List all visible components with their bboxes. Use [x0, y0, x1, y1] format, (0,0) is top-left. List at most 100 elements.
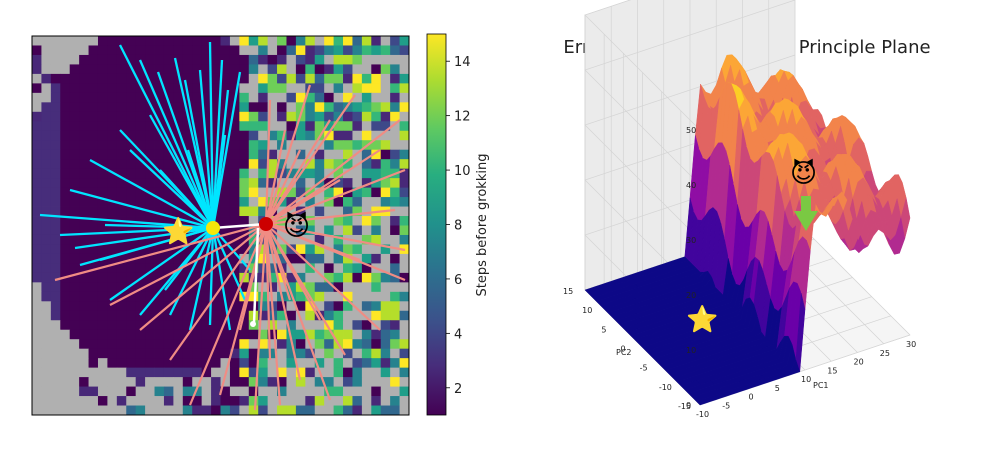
heatmap-cell — [324, 272, 335, 283]
heatmap-cell — [60, 168, 71, 179]
heatmap-cell — [154, 130, 165, 141]
heatmap-cell — [116, 253, 127, 264]
heatmap-cell — [277, 253, 287, 264]
heatmap-cell — [333, 197, 344, 207]
heatmap-cell — [314, 348, 325, 359]
heatmap-cell — [324, 377, 335, 387]
heatmap-cell — [97, 92, 108, 103]
heatmap-cell — [163, 348, 174, 359]
heatmap-cell — [107, 149, 118, 160]
heatmap-cell — [305, 159, 316, 170]
heatmap-cell — [286, 310, 297, 321]
heatmap-cell — [41, 45, 52, 56]
heatmap-cell — [154, 253, 165, 264]
heatmap-cell — [163, 45, 174, 56]
heatmap-cell — [182, 320, 193, 331]
heatmap-cell — [333, 301, 344, 312]
heatmap-cell — [220, 329, 231, 340]
heatmap-cell — [239, 320, 250, 331]
heatmap-cell — [107, 178, 118, 189]
heatmap-cell — [163, 263, 174, 274]
heatmap-cell — [305, 178, 316, 189]
heatmap-cell — [277, 111, 287, 122]
devil-marker: 😈 — [283, 211, 310, 242]
heatmap-cell — [69, 187, 80, 198]
heatmap-cell — [69, 396, 80, 406]
y-tick-label: -10 — [659, 383, 672, 392]
heatmap-cell — [41, 282, 52, 293]
heatmap-cell — [79, 263, 89, 274]
heatmap-cell — [163, 329, 174, 340]
heatmap-cell — [239, 206, 250, 217]
heatmap-cell — [41, 386, 52, 397]
heatmap-cell — [173, 54, 184, 65]
heatmap-cell — [163, 339, 174, 350]
heatmap-cell — [69, 140, 80, 151]
heatmap-cell — [60, 348, 71, 359]
heatmap-cell — [201, 102, 212, 113]
heatmap-cell — [192, 45, 203, 56]
heatmap-cell — [267, 405, 278, 416]
heatmap-cell — [343, 197, 353, 207]
heatmap-cell — [41, 64, 52, 75]
heatmap-cell — [211, 54, 221, 65]
heatmap-cell — [295, 234, 306, 245]
heatmap-cell — [145, 310, 155, 321]
heatmap-cell — [352, 272, 363, 283]
heatmap-cell — [88, 159, 99, 170]
heatmap-cell — [163, 216, 174, 226]
heatmap-cell — [126, 377, 137, 387]
devil-marker-3d: 😈 — [790, 158, 817, 189]
heatmap-cell — [333, 64, 344, 75]
heatmap-cell — [258, 102, 269, 113]
heatmap-cell — [154, 272, 165, 283]
heatmap-cell — [41, 234, 52, 245]
heatmap-cell — [154, 159, 165, 170]
heatmap-cell — [173, 367, 184, 378]
heatmap-cell — [390, 348, 400, 359]
heatmap-cell — [314, 405, 325, 416]
heatmap-cell — [79, 216, 89, 226]
heatmap-cell — [182, 301, 193, 312]
heatmap-cell — [333, 140, 344, 151]
heatmap-cell — [295, 405, 306, 416]
heatmap-cell — [79, 54, 89, 65]
heatmap-cell — [41, 291, 52, 302]
heatmap-cell — [50, 329, 61, 340]
heatmap-cell — [41, 405, 52, 416]
heatmap-cell — [333, 168, 344, 179]
heatmap-cell — [50, 367, 61, 378]
heatmap-cell — [32, 348, 42, 359]
heatmap-cell — [258, 54, 269, 65]
star-marker: ⭐ — [162, 216, 194, 247]
heatmap-cell — [390, 367, 400, 378]
heatmap-cell — [163, 54, 174, 65]
heatmap-cell — [371, 253, 382, 264]
heatmap-cell — [361, 244, 372, 255]
heatmap-cell — [79, 339, 89, 350]
heatmap-cell — [286, 225, 297, 236]
heatmap-cell — [286, 396, 297, 406]
heatmap-cell — [333, 54, 344, 65]
heatmap-cell — [220, 244, 231, 255]
heatmap-cell — [201, 377, 212, 387]
heatmap-cell — [50, 339, 61, 350]
heatmap-cell — [399, 197, 410, 207]
heatmap-cell — [211, 216, 221, 226]
heatmap-cell — [343, 263, 353, 274]
heatmap-cell — [182, 225, 193, 236]
heatmap-cell — [371, 159, 382, 170]
heatmap-cell — [229, 386, 240, 397]
heatmap-cell — [126, 386, 137, 397]
heatmap-cell — [60, 225, 71, 236]
heatmap-cell — [267, 111, 278, 122]
heatmap-cell — [163, 168, 174, 179]
heatmap-cell — [361, 73, 372, 84]
heatmap-cell — [79, 291, 89, 302]
heatmap-cell — [116, 178, 127, 189]
heatmap-cell — [324, 320, 335, 331]
heatmap-cell — [314, 244, 325, 255]
heatmap-cell — [258, 348, 269, 359]
heatmap-cell — [324, 92, 335, 103]
heatmap-cell — [352, 149, 363, 160]
